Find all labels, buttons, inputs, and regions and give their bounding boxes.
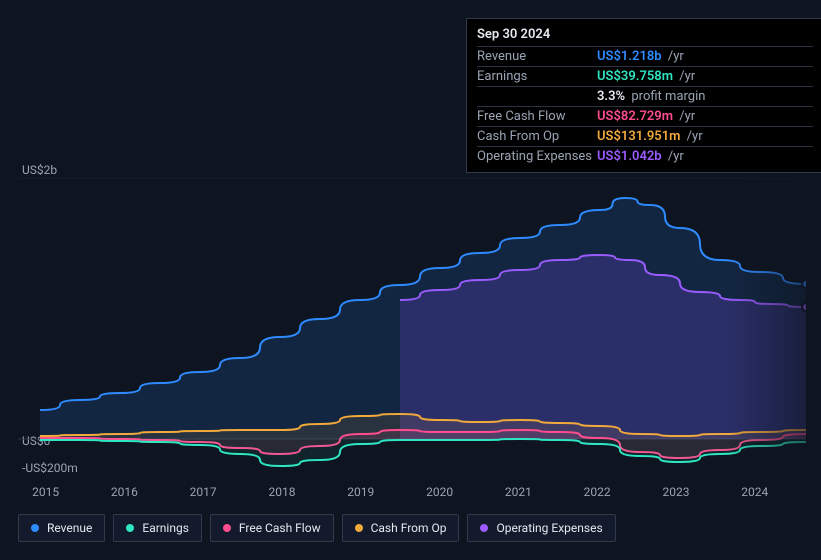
- legend-item[interactable]: Revenue: [18, 514, 105, 542]
- x-axis-label: 2023: [662, 485, 689, 499]
- series-end-dot-operating_expenses: [802, 303, 806, 311]
- legend-item[interactable]: Cash From Op: [342, 514, 460, 542]
- legend-dot-icon: [480, 524, 488, 532]
- tooltip-date: Sep 30 2024: [477, 25, 813, 46]
- legend: Revenue Earnings Free Cash Flow Cash From O…: [18, 514, 616, 542]
- tooltip-row-label: Cash From Op: [477, 127, 597, 147]
- plot-area[interactable]: [18, 178, 806, 477]
- tooltip-row-value: 3.3% profit margin: [597, 87, 813, 107]
- legend-item[interactable]: Earnings: [113, 514, 202, 542]
- x-axis-label: 2018: [268, 485, 295, 499]
- legend-label: Revenue: [47, 521, 92, 535]
- tooltip-row-label: [477, 87, 597, 107]
- y-axis-label: US$2b: [22, 163, 57, 177]
- legend-item[interactable]: Operating Expenses: [467, 514, 615, 542]
- tooltip-row-label: Operating Expenses: [477, 147, 597, 167]
- legend-dot-icon: [31, 524, 39, 532]
- tooltip-row-label: Revenue: [477, 47, 597, 67]
- hover-tooltip: Sep 30 2024 RevenueUS$1.218b /yrEarnings…: [466, 18, 821, 173]
- x-axis-label: 2022: [584, 485, 611, 499]
- legend-label: Operating Expenses: [496, 521, 602, 535]
- legend-dot-icon: [355, 524, 363, 532]
- tooltip-row-label: Earnings: [477, 67, 597, 87]
- x-axis-label: 2015: [32, 485, 59, 499]
- legend-label: Free Cash Flow: [239, 521, 321, 535]
- series-end-dot-revenue: [802, 280, 806, 288]
- x-axis-label: 2019: [347, 485, 374, 499]
- tooltip-row-value: US$131.951m /yr: [597, 127, 813, 147]
- tooltip-row-value: US$1.218b /yr: [597, 47, 813, 67]
- x-axis-label: 2020: [426, 485, 453, 499]
- tooltip-row-value: US$1.042b /yr: [597, 147, 813, 167]
- legend-label: Earnings: [142, 521, 189, 535]
- x-axis-label: 2021: [505, 485, 532, 499]
- tooltip-row-value: US$82.729m /yr: [597, 107, 813, 127]
- legend-label: Cash From Op: [371, 521, 447, 535]
- x-axis-label: 2024: [741, 485, 768, 499]
- tooltip-row-value: US$39.758m /yr: [597, 67, 813, 87]
- financial-history-chart: Sep 30 2024 RevenueUS$1.218b /yrEarnings…: [0, 0, 821, 560]
- x-axis-label: 2016: [111, 485, 138, 499]
- tooltip-table: RevenueUS$1.218b /yrEarningsUS$39.758m /…: [477, 46, 813, 166]
- tooltip-row-label: Free Cash Flow: [477, 107, 597, 127]
- legend-dot-icon: [126, 524, 134, 532]
- legend-dot-icon: [223, 524, 231, 532]
- legend-item[interactable]: Free Cash Flow: [210, 514, 334, 542]
- x-axis-label: 2017: [190, 485, 217, 499]
